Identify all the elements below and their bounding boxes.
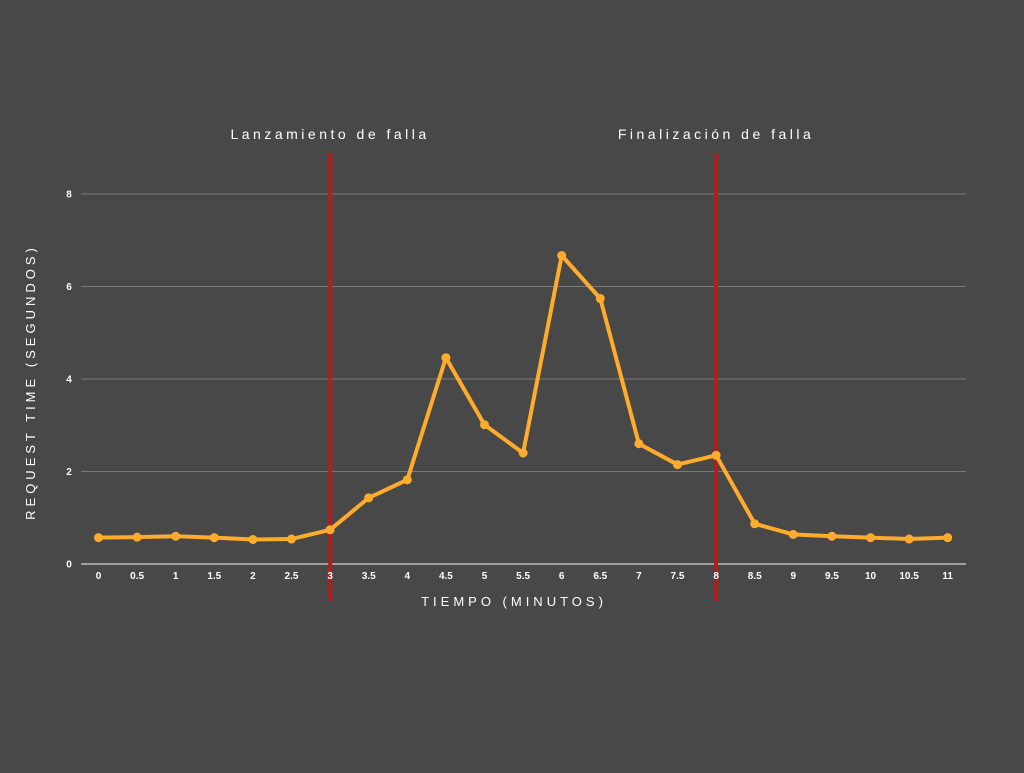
tick-labels: 0 2 4 6 8 0 0.5 1 1.5 2 2.5 3 3.5 4 4.5 5 5.5 6 6.5 7 7.5 8 8.… — [66, 190, 953, 583]
data-point — [364, 493, 374, 503]
reference-lines: Lanzamiento de falla Finalización de fall… — [230, 126, 814, 601]
y-tick-label: 8 — [66, 190, 72, 201]
data-point — [402, 475, 412, 485]
series-layer — [94, 251, 953, 544]
x-tick-label: 2.5 — [285, 571, 299, 582]
x-tick-label: 7 — [636, 571, 642, 582]
x-tick-label: 4.5 — [439, 571, 453, 582]
data-point — [595, 294, 605, 304]
x-tick-label: 6 — [559, 571, 565, 582]
x-tick-label: 4 — [405, 571, 411, 582]
data-point — [827, 531, 837, 541]
x-tick-label: 3.5 — [362, 571, 376, 582]
grid-layer — [81, 193, 966, 565]
data-point — [441, 353, 451, 363]
data-point — [480, 420, 489, 430]
data-point — [171, 531, 181, 541]
data-point — [866, 533, 875, 543]
data-point — [904, 534, 914, 544]
x-tick-label: 9 — [791, 571, 797, 582]
data-point — [557, 251, 567, 261]
data-point — [325, 525, 335, 535]
data-point — [673, 460, 682, 470]
data-point — [518, 448, 528, 458]
data-point — [788, 529, 798, 539]
x-tick-label: 0 — [96, 571, 102, 582]
series-line-1 — [96, 253, 950, 542]
x-tick-label: 10 — [865, 571, 877, 582]
y-tick-label: 2 — [66, 467, 72, 478]
annotation-label-1: Lanzamiento de falla — [230, 126, 429, 142]
x-tick-label: 11 — [942, 571, 953, 582]
data-point — [94, 533, 103, 543]
y-tick-label: 4 — [66, 375, 72, 386]
data-point — [209, 533, 219, 543]
x-tick-label: 10.5 — [899, 571, 919, 582]
data-point — [634, 439, 644, 449]
x-tick-label: 6.5 — [593, 571, 607, 582]
x-tick-label: 7.5 — [671, 571, 685, 582]
annotation-label-2: Finalización de falla — [618, 126, 814, 142]
x-tick-label: 1.5 — [207, 571, 221, 582]
x-tick-label: 2 — [250, 571, 256, 582]
x-tick-label: 1 — [173, 571, 179, 582]
x-tick-label: 9.5 — [825, 571, 839, 582]
data-point — [132, 532, 142, 542]
x-tick-label: 8.5 — [748, 571, 762, 582]
y-tick-label: 6 — [66, 282, 72, 293]
data-point — [750, 519, 760, 529]
y-axis-title: REQUEST TIME (SEGUNDOS) — [23, 244, 38, 520]
x-tick-label: 3 — [327, 571, 333, 582]
data-point — [287, 534, 296, 544]
x-tick-label: 8 — [713, 571, 719, 582]
data-point — [248, 534, 258, 544]
y-tick-label: 0 — [66, 560, 72, 571]
x-axis-title: TIEMPO (MINUTOS) — [421, 594, 607, 609]
x-tick-label: 5 — [482, 571, 488, 582]
data-point — [711, 450, 721, 460]
data-point — [943, 533, 953, 543]
x-tick-label: 0.5 — [130, 571, 144, 582]
x-tick-label: 5.5 — [516, 571, 530, 582]
